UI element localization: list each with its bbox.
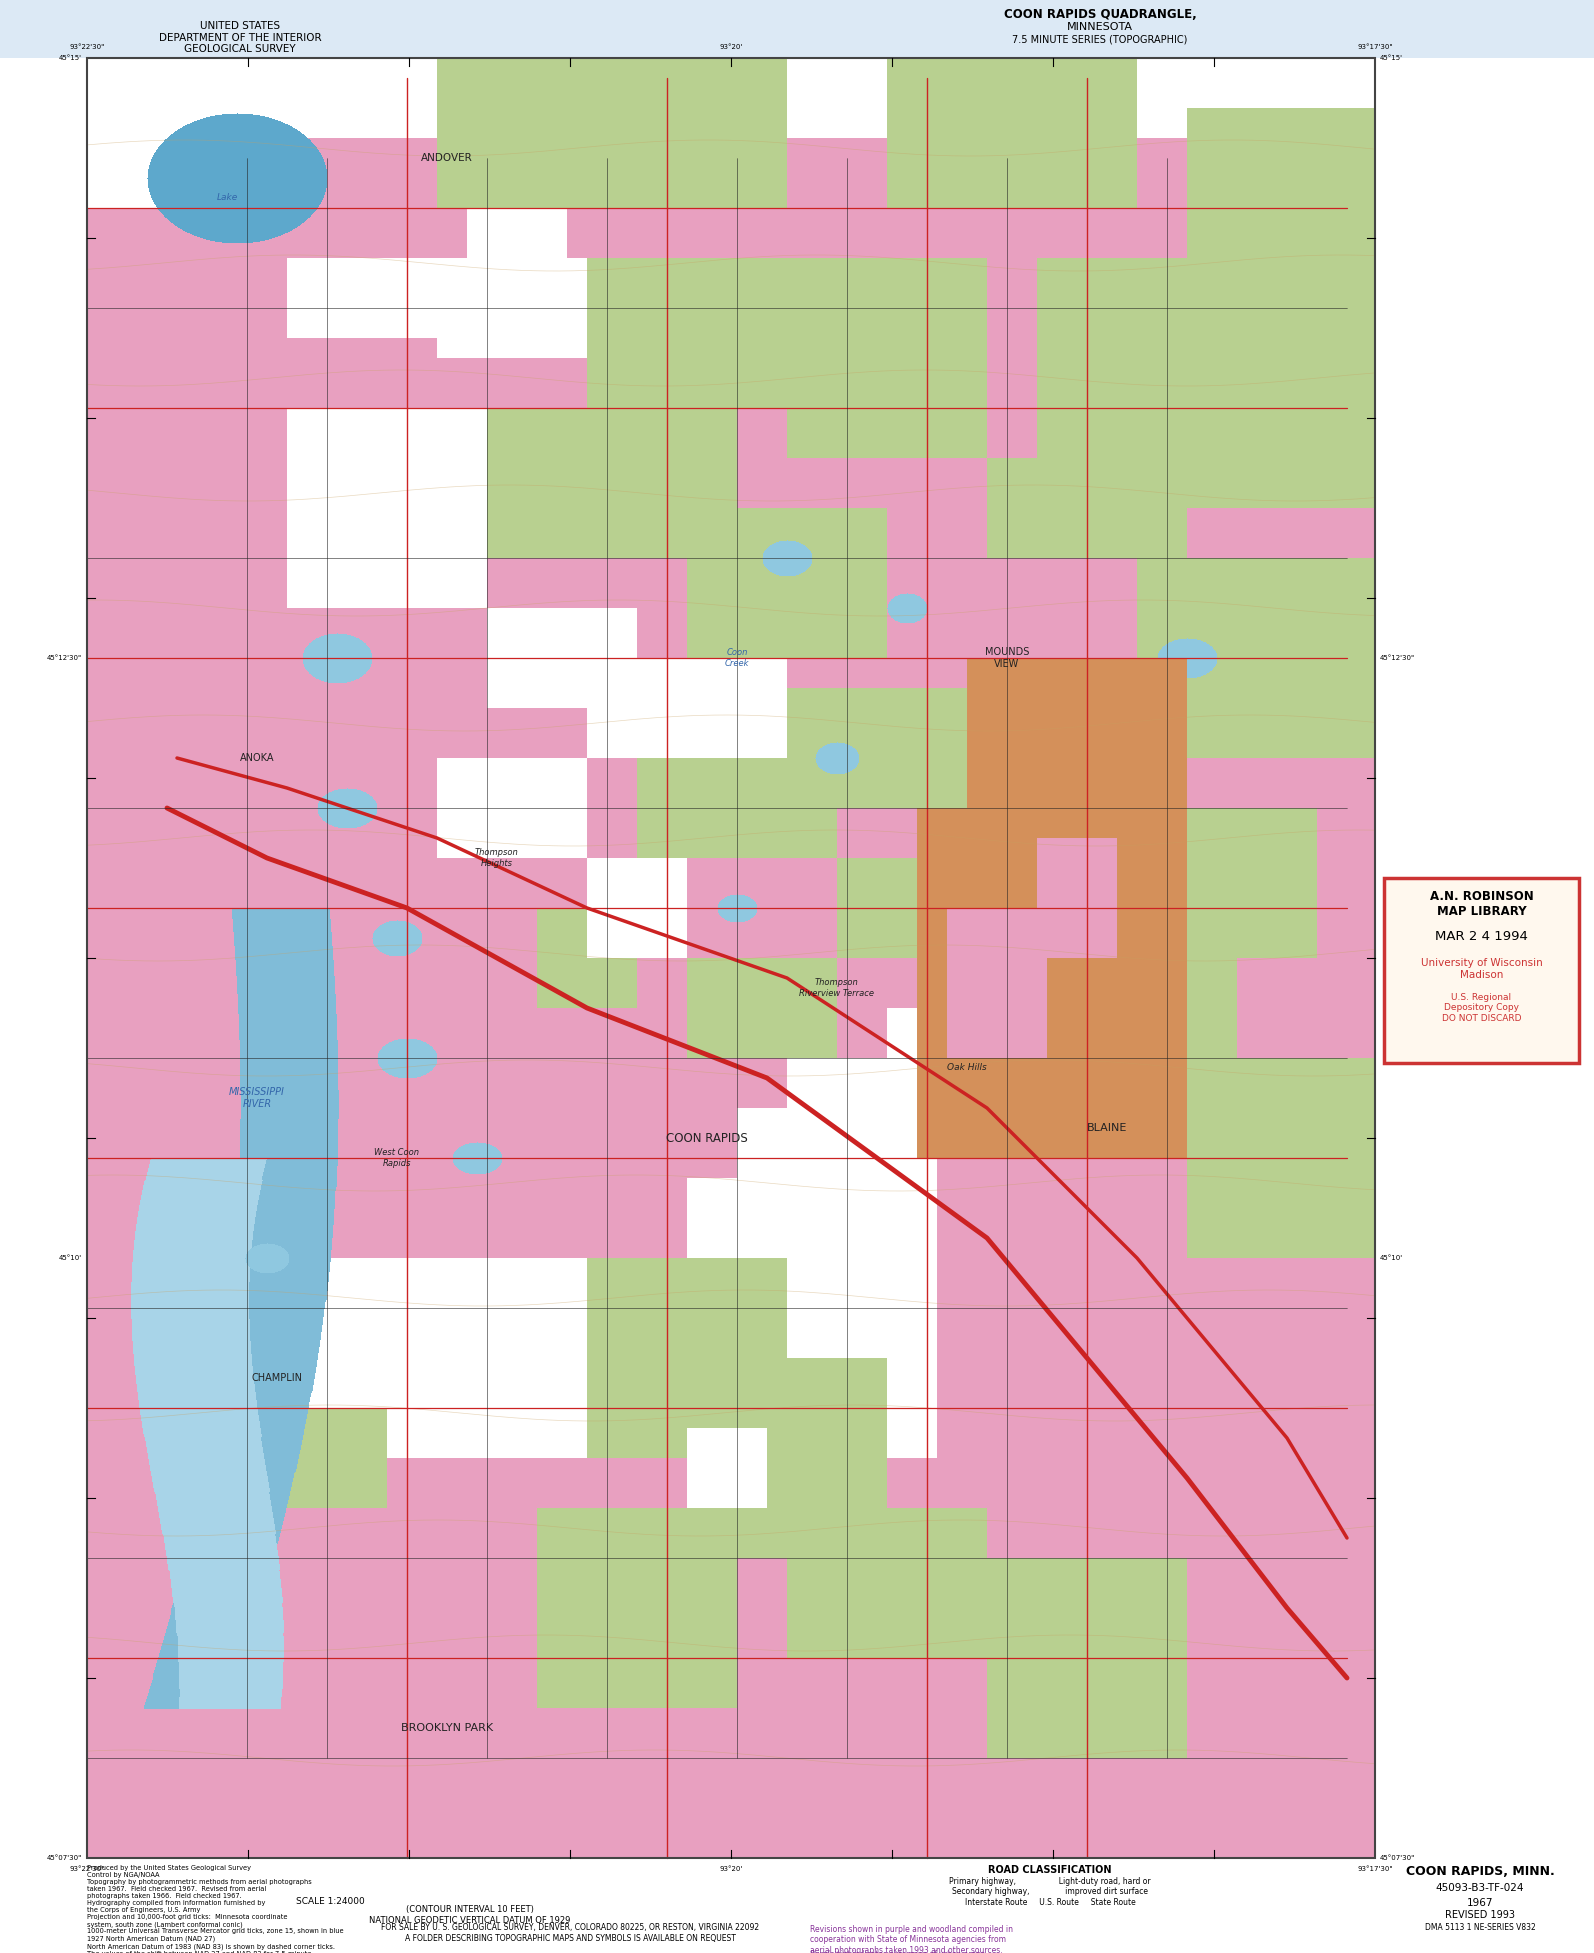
Bar (0, 0, 1594, 59)
Text: FOR SALE BY U. S. GEOLOGICAL SURVEY, DENVER, COLORADO 80225, OR RESTON, VIRGINIA: FOR SALE BY U. S. GEOLOGICAL SURVEY, DEN… (381, 1924, 759, 1943)
Text: 93°20': 93°20' (719, 1865, 743, 1873)
Text: Purple tint indicates extension of urban areas: Purple tint indicates extension of urban… (810, 1949, 985, 1953)
Text: 45°10': 45°10' (59, 1256, 81, 1262)
Text: MOUNDS
VIEW: MOUNDS VIEW (985, 646, 1030, 668)
Text: U.S. Regional
Depository Copy
DO NOT DISCARD: U.S. Regional Depository Copy DO NOT DIS… (1441, 992, 1521, 1023)
Text: DMA 5113 1 NE-SERIES V832: DMA 5113 1 NE-SERIES V832 (1425, 1924, 1535, 1932)
Text: CHAMPLIN: CHAMPLIN (252, 1373, 303, 1383)
Text: 1967: 1967 (1466, 1898, 1494, 1908)
Text: 45°15': 45°15' (1380, 55, 1403, 61)
Text: ANOKA: ANOKA (239, 754, 274, 764)
Text: 7.5 MINUTE SERIES (TOPOGRAPHIC): 7.5 MINUTE SERIES (TOPOGRAPHIC) (1012, 33, 1188, 45)
Text: MINNESOTA: MINNESOTA (1066, 21, 1133, 31)
Text: BLAINE: BLAINE (1087, 1123, 1127, 1133)
Text: West Coon
Rapids: West Coon Rapids (375, 1148, 419, 1168)
Text: 93°22'30": 93°22'30" (70, 1865, 105, 1873)
Text: BROOKLYN PARK: BROOKLYN PARK (402, 1723, 493, 1732)
Text: 45°07'30": 45°07'30" (46, 1855, 81, 1861)
Bar (0, 0, 88, 1857)
Bar (0, 0, 1594, 43)
Text: MISSISSIPPI
RIVER: MISSISSIPPI RIVER (230, 1088, 285, 1109)
Text: A.N. ROBINSON
MAP LIBRARY: A.N. ROBINSON MAP LIBRARY (1430, 891, 1533, 918)
Text: SCALE 1:24000: SCALE 1:24000 (295, 1896, 365, 1906)
Text: ROAD CLASSIFICATION: ROAD CLASSIFICATION (988, 1865, 1111, 1875)
Text: 45°07'30": 45°07'30" (1380, 1855, 1415, 1861)
Text: Revisions shown in purple and woodland compiled in
cooperation with State of Min: Revisions shown in purple and woodland c… (810, 1926, 1014, 1953)
Text: Lake: Lake (217, 193, 238, 203)
Text: 45°10': 45°10' (1380, 1256, 1403, 1262)
Text: Thompson
Riverview Terrace: Thompson Riverview Terrace (800, 978, 875, 998)
Text: REVISED 1993: REVISED 1993 (1446, 1910, 1514, 1920)
Text: Oak Hills: Oak Hills (947, 1064, 987, 1072)
Text: 93°20': 93°20' (719, 45, 743, 51)
Text: ANDOVER: ANDOVER (421, 152, 473, 162)
Text: 45°15': 45°15' (59, 55, 81, 61)
Text: University of Wisconsin
Madison: University of Wisconsin Madison (1420, 959, 1543, 980)
Text: 93°22'30": 93°22'30" (70, 45, 105, 51)
Text: 45°12'30": 45°12'30" (46, 654, 81, 660)
Text: COON RAPIDS: COON RAPIDS (666, 1131, 748, 1144)
Bar (1376, 0, 1594, 1857)
Text: Primary highway,                  Light-duty road, hard or
Secondary highway,   : Primary highway, Light-duty road, hard o… (948, 1877, 1151, 1906)
Text: Produced by the United States Geological Survey
Control by NGA/NOAA
Topography b: Produced by the United States Geological… (88, 1865, 344, 1953)
Text: (CONTOUR INTERVAL 10 FEET)
NATIONAL GEODETIC VERTICAL DATUM OF 1929: (CONTOUR INTERVAL 10 FEET) NATIONAL GEOD… (370, 1906, 571, 1926)
Bar (1384, 879, 1580, 1062)
Text: COON RAPIDS, MINN.: COON RAPIDS, MINN. (1406, 1865, 1554, 1879)
Text: 93°17'30": 93°17'30" (1356, 45, 1393, 51)
Text: UNITED STATES
DEPARTMENT OF THE INTERIOR
GEOLOGICAL SURVEY: UNITED STATES DEPARTMENT OF THE INTERIOR… (159, 21, 322, 55)
Text: MAR 2 4 1994: MAR 2 4 1994 (1435, 930, 1529, 943)
Text: Coon
Creek: Coon Creek (725, 648, 749, 668)
Text: COON RAPIDS QUADRANGLE,: COON RAPIDS QUADRANGLE, (1004, 8, 1197, 21)
Text: 93°17'30": 93°17'30" (1356, 1865, 1393, 1873)
Text: 45°12'30": 45°12'30" (1380, 654, 1415, 660)
Text: 45093-B3-TF-024: 45093-B3-TF-024 (1436, 1883, 1524, 1892)
Bar (0, 1857, 1594, 1953)
Bar (88, 59, 1376, 1857)
Text: Thompson
Heights: Thompson Heights (475, 848, 520, 867)
